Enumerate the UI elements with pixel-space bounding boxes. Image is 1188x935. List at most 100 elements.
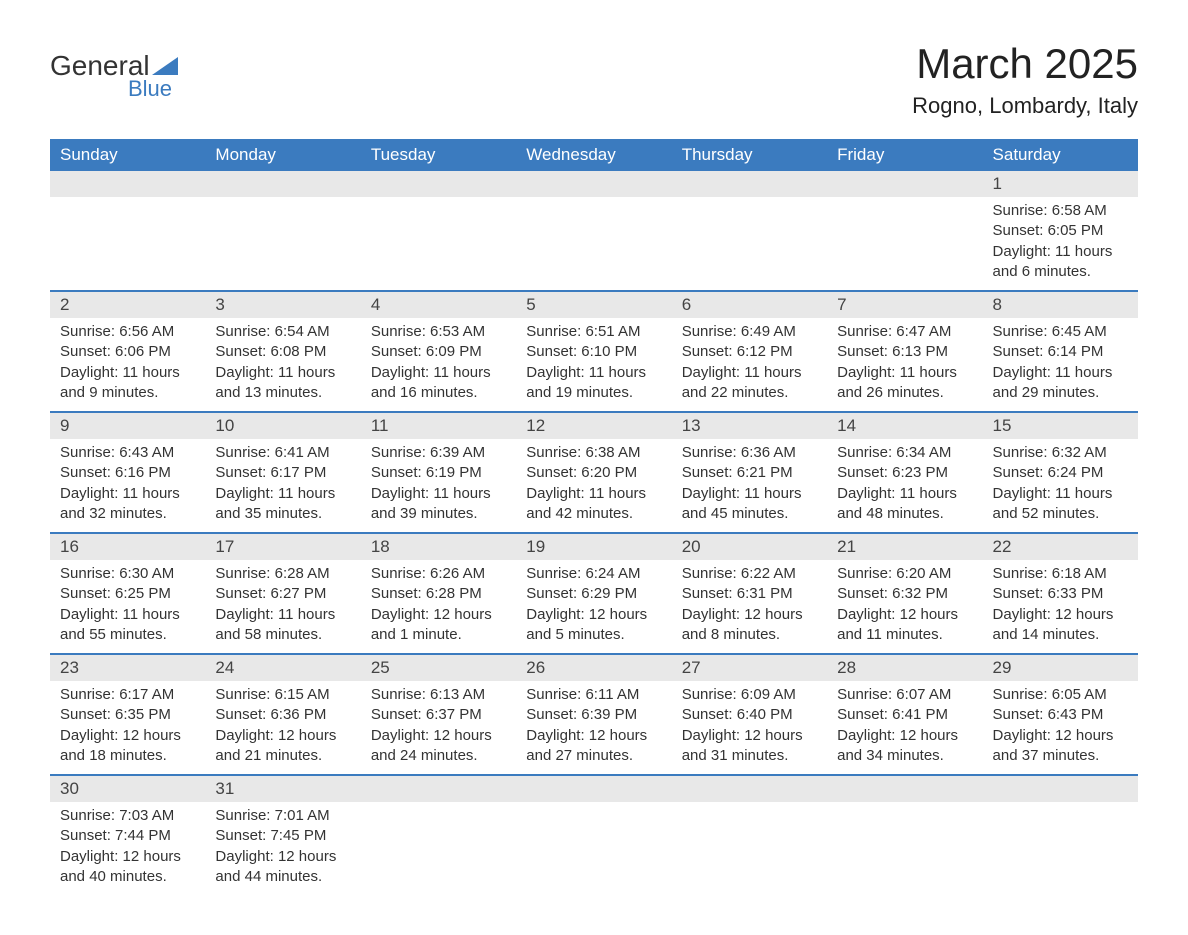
calendar-day-cell: 15Sunrise: 6:32 AMSunset: 6:24 PMDayligh…	[983, 411, 1138, 532]
day-number: 2	[50, 290, 205, 318]
day-details: Sunrise: 6:45 AMSunset: 6:14 PMDaylight:…	[983, 318, 1138, 411]
sunrise-text: Sunrise: 7:01 AM	[215, 806, 350, 826]
calendar-day-cell: 19Sunrise: 6:24 AMSunset: 6:29 PMDayligh…	[516, 532, 671, 653]
calendar-day-cell: 20Sunrise: 6:22 AMSunset: 6:31 PMDayligh…	[672, 532, 827, 653]
daylight-text: Daylight: 11 hours and 26 minutes.	[837, 363, 972, 404]
day-number-empty	[361, 774, 516, 802]
day-details: Sunrise: 6:49 AMSunset: 6:12 PMDaylight:…	[672, 318, 827, 411]
daylight-text: Daylight: 11 hours and 16 minutes.	[371, 363, 506, 404]
day-details: Sunrise: 6:09 AMSunset: 6:40 PMDaylight:…	[672, 681, 827, 774]
sunset-text: Sunset: 6:16 PM	[60, 463, 195, 483]
day-details: Sunrise: 6:47 AMSunset: 6:13 PMDaylight:…	[827, 318, 982, 411]
day-number: 21	[827, 532, 982, 560]
sunrise-text: Sunrise: 6:09 AM	[682, 685, 817, 705]
day-number: 26	[516, 653, 671, 681]
daylight-text: Daylight: 11 hours and 32 minutes.	[60, 484, 195, 525]
sunset-text: Sunset: 6:09 PM	[371, 342, 506, 362]
day-number: 12	[516, 411, 671, 439]
sunrise-text: Sunrise: 6:47 AM	[837, 322, 972, 342]
day-details: Sunrise: 6:24 AMSunset: 6:29 PMDaylight:…	[516, 560, 671, 653]
sunrise-text: Sunrise: 6:51 AM	[526, 322, 661, 342]
day-details: Sunrise: 6:17 AMSunset: 6:35 PMDaylight:…	[50, 681, 205, 774]
sunset-text: Sunset: 6:40 PM	[682, 705, 817, 725]
location-text: Rogno, Lombardy, Italy	[912, 93, 1138, 119]
sunrise-text: Sunrise: 6:15 AM	[215, 685, 350, 705]
calendar-day-cell	[672, 171, 827, 290]
day-details: Sunrise: 6:22 AMSunset: 6:31 PMDaylight:…	[672, 560, 827, 653]
calendar-day-cell	[827, 171, 982, 290]
day-number: 6	[672, 290, 827, 318]
day-number-empty	[672, 171, 827, 197]
calendar-table: Sunday Monday Tuesday Wednesday Thursday…	[50, 139, 1138, 895]
calendar-day-cell: 27Sunrise: 6:09 AMSunset: 6:40 PMDayligh…	[672, 653, 827, 774]
day-details-empty	[516, 802, 671, 882]
sunset-text: Sunset: 6:32 PM	[837, 584, 972, 604]
calendar-day-cell	[672, 774, 827, 895]
weekday-header: Friday	[827, 139, 982, 171]
day-number-empty	[827, 774, 982, 802]
sunrise-text: Sunrise: 6:43 AM	[60, 443, 195, 463]
day-number: 17	[205, 532, 360, 560]
calendar-day-cell: 7Sunrise: 6:47 AMSunset: 6:13 PMDaylight…	[827, 290, 982, 411]
daylight-text: Daylight: 11 hours and 6 minutes.	[993, 242, 1128, 283]
calendar-week-row: 23Sunrise: 6:17 AMSunset: 6:35 PMDayligh…	[50, 653, 1138, 774]
logo-triangle-icon	[152, 57, 178, 75]
weekday-header: Wednesday	[516, 139, 671, 171]
sunset-text: Sunset: 6:25 PM	[60, 584, 195, 604]
calendar-day-cell: 24Sunrise: 6:15 AMSunset: 6:36 PMDayligh…	[205, 653, 360, 774]
sunset-text: Sunset: 7:45 PM	[215, 826, 350, 846]
daylight-text: Daylight: 12 hours and 24 minutes.	[371, 726, 506, 767]
day-number: 23	[50, 653, 205, 681]
daylight-text: Daylight: 11 hours and 13 minutes.	[215, 363, 350, 404]
sunset-text: Sunset: 6:20 PM	[526, 463, 661, 483]
calendar-day-cell: 14Sunrise: 6:34 AMSunset: 6:23 PMDayligh…	[827, 411, 982, 532]
day-number-empty	[50, 171, 205, 197]
day-number: 9	[50, 411, 205, 439]
daylight-text: Daylight: 12 hours and 8 minutes.	[682, 605, 817, 646]
day-number-empty	[672, 774, 827, 802]
day-details-empty	[672, 802, 827, 882]
calendar-day-cell: 30Sunrise: 7:03 AMSunset: 7:44 PMDayligh…	[50, 774, 205, 895]
calendar-day-cell	[361, 774, 516, 895]
sunset-text: Sunset: 6:28 PM	[371, 584, 506, 604]
calendar-day-cell: 18Sunrise: 6:26 AMSunset: 6:28 PMDayligh…	[361, 532, 516, 653]
day-details: Sunrise: 6:39 AMSunset: 6:19 PMDaylight:…	[361, 439, 516, 532]
sunrise-text: Sunrise: 6:38 AM	[526, 443, 661, 463]
calendar-day-cell: 25Sunrise: 6:13 AMSunset: 6:37 PMDayligh…	[361, 653, 516, 774]
calendar-week-row: 2Sunrise: 6:56 AMSunset: 6:06 PMDaylight…	[50, 290, 1138, 411]
sunset-text: Sunset: 6:41 PM	[837, 705, 972, 725]
day-number: 28	[827, 653, 982, 681]
day-details: Sunrise: 7:01 AMSunset: 7:45 PMDaylight:…	[205, 802, 360, 895]
day-number: 11	[361, 411, 516, 439]
sunset-text: Sunset: 6:13 PM	[837, 342, 972, 362]
weekday-header: Sunday	[50, 139, 205, 171]
calendar-day-cell: 6Sunrise: 6:49 AMSunset: 6:12 PMDaylight…	[672, 290, 827, 411]
sunrise-text: Sunrise: 7:03 AM	[60, 806, 195, 826]
sunrise-text: Sunrise: 6:53 AM	[371, 322, 506, 342]
daylight-text: Daylight: 11 hours and 9 minutes.	[60, 363, 195, 404]
calendar-day-cell	[205, 171, 360, 290]
sunrise-text: Sunrise: 6:20 AM	[837, 564, 972, 584]
calendar-day-cell: 13Sunrise: 6:36 AMSunset: 6:21 PMDayligh…	[672, 411, 827, 532]
calendar-day-cell	[983, 774, 1138, 895]
calendar-day-cell	[361, 171, 516, 290]
day-details: Sunrise: 6:13 AMSunset: 6:37 PMDaylight:…	[361, 681, 516, 774]
sunset-text: Sunset: 7:44 PM	[60, 826, 195, 846]
sunset-text: Sunset: 6:12 PM	[682, 342, 817, 362]
day-details: Sunrise: 7:03 AMSunset: 7:44 PMDaylight:…	[50, 802, 205, 895]
day-number: 7	[827, 290, 982, 318]
sunset-text: Sunset: 6:24 PM	[993, 463, 1128, 483]
weekday-header-row: Sunday Monday Tuesday Wednesday Thursday…	[50, 139, 1138, 171]
day-number: 31	[205, 774, 360, 802]
daylight-text: Daylight: 12 hours and 40 minutes.	[60, 847, 195, 888]
day-number: 4	[361, 290, 516, 318]
day-number: 14	[827, 411, 982, 439]
daylight-text: Daylight: 12 hours and 5 minutes.	[526, 605, 661, 646]
calendar-day-cell: 17Sunrise: 6:28 AMSunset: 6:27 PMDayligh…	[205, 532, 360, 653]
day-details-empty	[516, 197, 671, 277]
calendar-day-cell: 16Sunrise: 6:30 AMSunset: 6:25 PMDayligh…	[50, 532, 205, 653]
daylight-text: Daylight: 12 hours and 1 minute.	[371, 605, 506, 646]
weekday-header: Monday	[205, 139, 360, 171]
page-header: General Blue March 2025 Rogno, Lombardy,…	[50, 40, 1138, 119]
calendar-day-cell: 31Sunrise: 7:01 AMSunset: 7:45 PMDayligh…	[205, 774, 360, 895]
